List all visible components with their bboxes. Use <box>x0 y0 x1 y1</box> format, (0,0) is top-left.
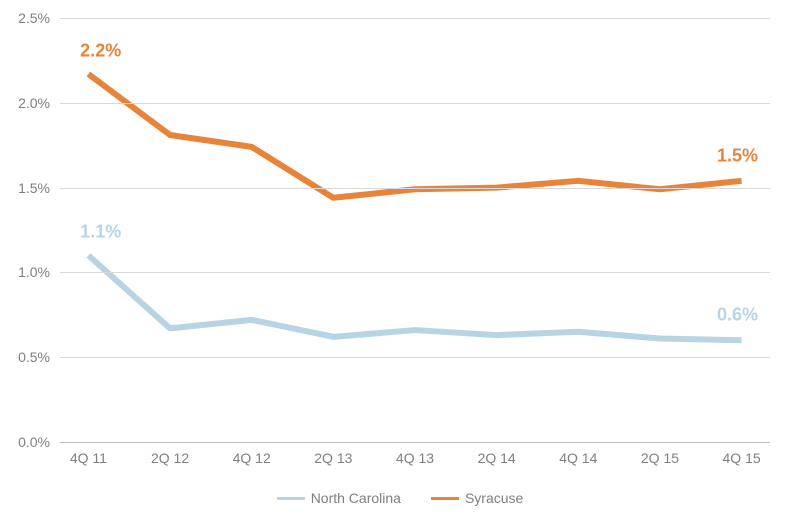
series-end-label: 1.5% <box>717 145 758 166</box>
gridline <box>60 357 770 358</box>
legend: North Carolina Syracuse <box>0 490 800 506</box>
y-axis-label: 0.0% <box>18 434 60 450</box>
series-start-label: 2.2% <box>80 40 121 61</box>
x-axis-label: 4Q 12 <box>233 442 271 466</box>
x-axis-label: 4Q 15 <box>723 442 761 466</box>
x-axis-label: 4Q 14 <box>559 442 597 466</box>
x-axis-label: 4Q 13 <box>396 442 434 466</box>
x-axis-label: 2Q 15 <box>641 442 679 466</box>
series-start-label: 1.1% <box>80 222 121 243</box>
x-axis-label: 4Q 11 <box>70 442 107 466</box>
y-axis-label: 1.5% <box>18 180 60 196</box>
legend-label: Syracuse <box>465 490 523 506</box>
y-axis-label: 1.0% <box>18 264 60 280</box>
y-axis-label: 0.5% <box>18 349 60 365</box>
series-lines <box>60 18 770 442</box>
gridline <box>60 103 770 104</box>
line-chart: 0.0% 0.5% 1.0% 1.5% 2.0% 2.5% 4Q 11 2Q 12 4Q 12 2… <box>0 0 800 518</box>
plot-area: 0.0%0.5%1.0%1.5%2.0%2.5%4Q 112Q 124Q 122… <box>60 18 770 443</box>
series-line <box>88 255 741 340</box>
x-axis-label: 2Q 14 <box>478 442 516 466</box>
x-axis-label: 2Q 13 <box>314 442 352 466</box>
legend-item: Syracuse <box>431 490 523 506</box>
gridline <box>60 188 770 189</box>
legend-swatch <box>431 497 459 500</box>
y-axis-label: 2.5% <box>18 10 60 26</box>
legend-swatch <box>277 497 305 500</box>
x-axis-label: 2Q 12 <box>151 442 189 466</box>
gridline <box>60 18 770 19</box>
y-axis-label: 2.0% <box>18 95 60 111</box>
series-end-label: 0.6% <box>717 305 758 326</box>
gridline <box>60 272 770 273</box>
legend-item: North Carolina <box>277 490 401 506</box>
series-line <box>88 74 741 198</box>
legend-label: North Carolina <box>311 490 401 506</box>
